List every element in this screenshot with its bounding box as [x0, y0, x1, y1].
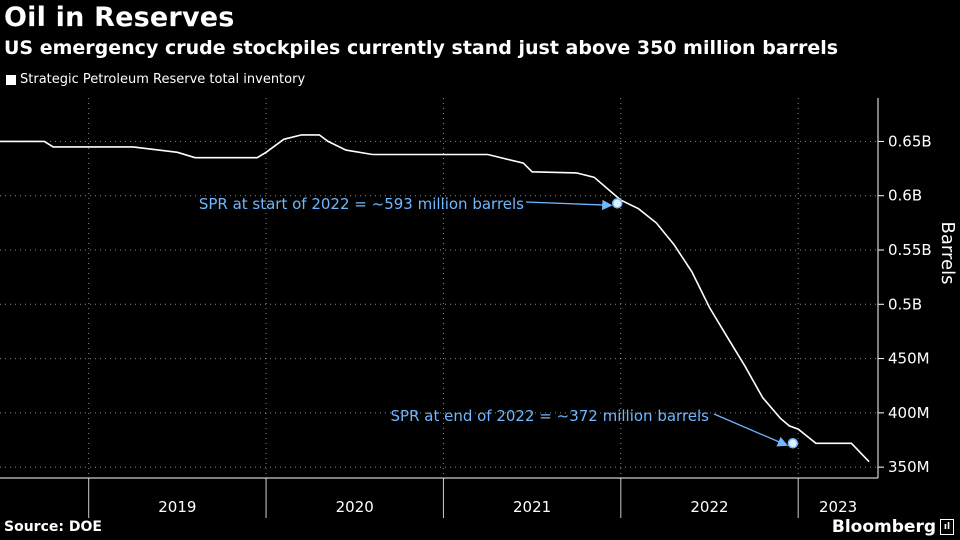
- chart-title: Oil in Reserves: [4, 2, 235, 33]
- chart-subtitle: US emergency crude stockpiles currently …: [4, 37, 839, 59]
- y-tick-label: 0.55B: [888, 241, 932, 259]
- legend-swatch: [6, 74, 16, 85]
- x-tick-label: 2020: [336, 498, 374, 516]
- x-tick-label: 2019: [158, 498, 196, 516]
- y-tick-label: 0.6B: [888, 187, 922, 205]
- brand-name: Bloomberg: [831, 517, 936, 537]
- annotation-point: [787, 438, 799, 449]
- x-tick-label: 2023: [819, 498, 857, 516]
- legend: Strategic Petroleum Reserve total invent…: [6, 72, 305, 87]
- annotation-arrow: [525, 199, 613, 211]
- y-tick-label: 0.65B: [888, 132, 932, 150]
- annotation-arrow: [713, 413, 789, 447]
- bloomberg-icon: ıl: [940, 519, 954, 535]
- y-tick-label: 350M: [888, 458, 930, 476]
- annotation-point: [612, 198, 623, 209]
- brand-logo: Bloomberg ıl: [832, 517, 954, 537]
- series-line: [0, 134, 870, 463]
- annotation-label: SPR at start of 2022 = ~593 million barr…: [199, 195, 524, 213]
- y-tick-label: 0.5B: [888, 295, 922, 313]
- legend-label: Strategic Petroleum Reserve total invent…: [20, 72, 306, 87]
- source-note: Source: DOE: [4, 519, 102, 535]
- y-tick-label: 450M: [888, 350, 930, 368]
- annotation-label: SPR at end of 2022 = ~372 million barrel…: [391, 407, 710, 425]
- y-tick-label: 400M: [888, 404, 930, 422]
- x-tick-label: 2021: [513, 498, 551, 516]
- x-tick-label: 2022: [690, 498, 728, 516]
- y-axis-label: Barrels: [937, 222, 958, 285]
